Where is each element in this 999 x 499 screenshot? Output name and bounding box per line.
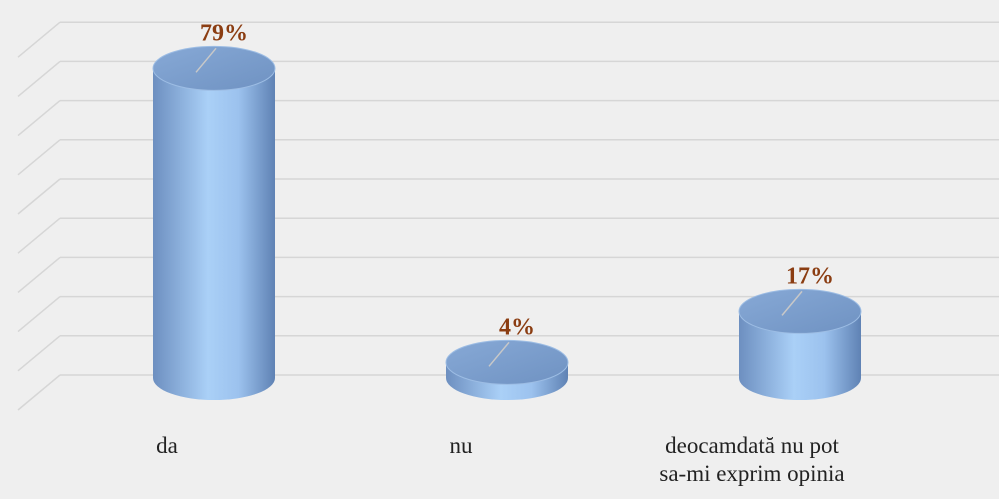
grid-line-side: [17, 335, 61, 372]
cylinder-top: [152, 45, 276, 91]
cylinder-top: [445, 339, 569, 385]
grid-line-side: [17, 139, 61, 176]
grid-line-side: [17, 21, 61, 58]
label-leader: [195, 47, 217, 73]
grid-line-side: [17, 217, 61, 254]
value-label: 4%: [499, 314, 535, 340]
x-tick-label: nu: [449, 433, 473, 458]
cylinder-body: [739, 311, 861, 400]
grid-line-side: [17, 374, 61, 411]
cylinder-body: [153, 68, 275, 400]
x-tick-label: da: [156, 433, 178, 458]
grid-line-side: [17, 178, 61, 215]
value-label: 17%: [786, 263, 834, 289]
value-label: 79%: [200, 20, 248, 46]
label-leader: [781, 290, 803, 316]
grid-line-side: [17, 256, 61, 293]
label-leader: [488, 341, 510, 367]
cylinder-top: [738, 288, 862, 334]
x-tick-label: deocamdată nu pot sa-mi exprim opinia: [659, 433, 845, 486]
grid-line-side: [17, 60, 61, 97]
grid-line-side: [17, 296, 61, 333]
grid-line-side: [17, 100, 61, 137]
